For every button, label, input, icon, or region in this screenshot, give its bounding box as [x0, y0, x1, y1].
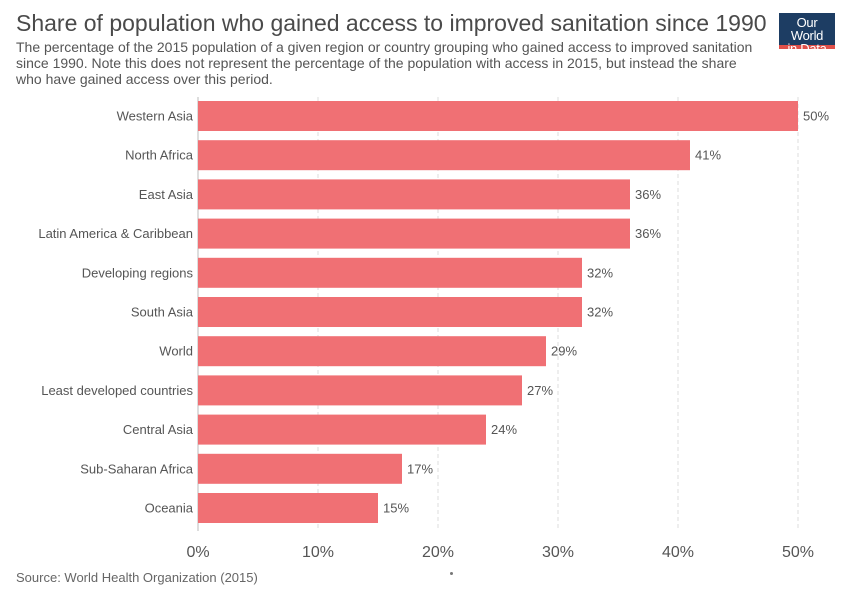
- value-label: 32%: [587, 305, 613, 320]
- footer-dot: [450, 572, 453, 575]
- owid-logo[interactable]: Our World in Data: [779, 13, 835, 55]
- bar[interactable]: [198, 297, 582, 327]
- bars: [198, 101, 798, 523]
- bar[interactable]: [198, 179, 630, 210]
- labels: 0% 10% 20% 30% 40% 50% Western Asia 50% North Af…: [38, 109, 829, 562]
- logo-line-1: Our World: [790, 15, 824, 43]
- category-label: Central Asia: [123, 422, 194, 437]
- category-label: World: [159, 344, 193, 359]
- value-label: 32%: [587, 265, 613, 280]
- category-label: North Africa: [125, 148, 194, 163]
- value-label: 24%: [491, 422, 517, 437]
- x-tick-label: 30%: [542, 544, 574, 561]
- bar[interactable]: [198, 257, 582, 288]
- category-label: East Asia: [139, 187, 194, 202]
- source-note[interactable]: Source: World Health Organization (2015): [16, 570, 258, 585]
- category-label: Latin America & Caribbean: [38, 226, 193, 241]
- bar[interactable]: [198, 218, 630, 249]
- category-label: Least developed countries: [41, 383, 193, 398]
- category-label: Sub-Saharan Africa: [80, 461, 194, 476]
- value-label: 17%: [407, 461, 433, 476]
- value-label: 15%: [383, 501, 409, 516]
- bar[interactable]: [198, 375, 522, 406]
- bar[interactable]: [198, 140, 690, 171]
- value-label: 29%: [551, 344, 577, 359]
- value-label: 27%: [527, 383, 553, 398]
- value-label: 36%: [635, 226, 661, 241]
- x-tick-label: 20%: [422, 544, 454, 561]
- value-label: 50%: [803, 109, 829, 124]
- bar[interactable]: [198, 493, 378, 523]
- bar[interactable]: [198, 336, 546, 367]
- x-tick-label: 0%: [186, 544, 209, 561]
- x-tick-label: 50%: [782, 544, 814, 561]
- bar[interactable]: [198, 414, 486, 445]
- bar[interactable]: [198, 101, 798, 131]
- bar[interactable]: [198, 453, 402, 484]
- value-label: 41%: [695, 148, 721, 163]
- x-tick-label: 10%: [302, 544, 334, 561]
- x-tick-label: 40%: [662, 544, 694, 561]
- category-label: Developing regions: [82, 265, 194, 280]
- chart-subtitle: The percentage of the 2015 population of…: [16, 39, 753, 87]
- category-label: Western Asia: [117, 109, 194, 124]
- category-label: Oceania: [145, 501, 194, 516]
- logo-line-2: in Data: [787, 41, 827, 56]
- category-label: South Asia: [131, 305, 194, 320]
- chart-title: Share of population who gained access to…: [16, 10, 767, 36]
- value-label: 36%: [635, 187, 661, 202]
